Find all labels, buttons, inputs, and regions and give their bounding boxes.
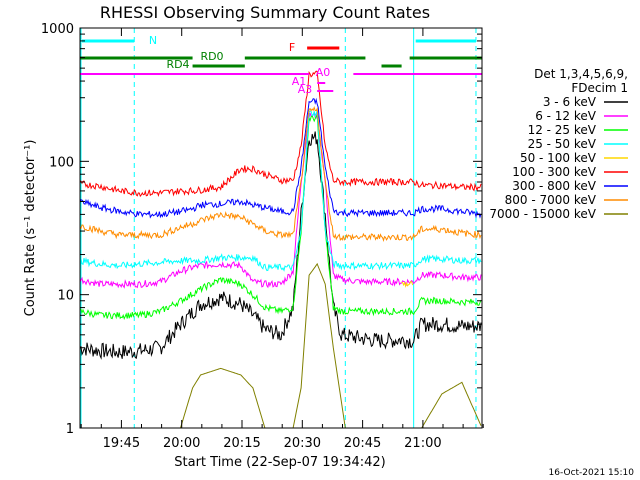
legend-label: 7000 - 15000 keV bbox=[489, 207, 596, 221]
y-tick-label: 100 bbox=[49, 155, 74, 170]
x-tick-label: 20:00 bbox=[163, 436, 200, 451]
legend-label: 25 - 50 keV bbox=[528, 137, 597, 151]
y-tick-label: 1 bbox=[66, 422, 74, 437]
series-layer bbox=[79, 28, 482, 429]
state-bar-label: N bbox=[149, 34, 157, 47]
plot-frame bbox=[79, 27, 483, 429]
state-bar-label: RD0 bbox=[200, 50, 223, 63]
state-bar-label: F bbox=[289, 41, 295, 54]
x-tick-label: 21:00 bbox=[404, 436, 441, 451]
legend-label: 100 - 300 keV bbox=[512, 165, 596, 179]
state-bar-label: A3 bbox=[298, 83, 313, 96]
series-line bbox=[79, 110, 482, 272]
series-line bbox=[79, 112, 482, 289]
footer-date: 16-Oct-2021 15:10 bbox=[549, 468, 635, 478]
x-tick-label: 20:45 bbox=[344, 436, 381, 451]
series-line bbox=[79, 105, 482, 242]
state-bar-label: A1 bbox=[292, 75, 307, 88]
state-bar-label: RD4 bbox=[166, 58, 189, 71]
series-line bbox=[79, 70, 482, 198]
legend-label: 50 - 100 keV bbox=[520, 151, 597, 165]
legend-label: 800 - 7000 keV bbox=[505, 193, 597, 207]
legend-header-line1: Det 1,3,4,5,6,9, bbox=[534, 67, 628, 81]
x-axis-label: Start Time (22-Sep-07 19:34:42) bbox=[174, 455, 385, 470]
series-line bbox=[79, 131, 482, 360]
y-axis-label: Count Rate (s⁻¹ detector⁻¹) bbox=[23, 140, 38, 317]
legend-label: 6 - 12 keV bbox=[535, 109, 597, 123]
series-line bbox=[79, 97, 482, 219]
y-tick-label: 10 bbox=[57, 289, 74, 304]
legend-label: 12 - 25 keV bbox=[528, 123, 597, 137]
x-tick-label: 20:15 bbox=[223, 436, 260, 451]
chart-title: RHESSI Observing Summary Count Rates bbox=[100, 3, 430, 22]
series-line bbox=[79, 114, 482, 321]
series-line bbox=[401, 281, 414, 288]
x-axis: 19:45 20:00 20:15 20:30 20:45 21:00 bbox=[80, 28, 484, 451]
legend-label: 3 - 6 keV bbox=[543, 95, 597, 109]
y-tick-label: 1000 bbox=[41, 22, 74, 37]
x-tick-label: 20:30 bbox=[284, 436, 321, 451]
state-bar-label: A0 bbox=[316, 66, 331, 79]
legend-header-line2: FDecim 1 bbox=[571, 81, 628, 95]
y-axis: 1 10 100 1000 bbox=[41, 22, 482, 437]
x-tick-label: 19:45 bbox=[103, 436, 140, 451]
legend-label: 300 - 800 keV bbox=[512, 179, 596, 193]
